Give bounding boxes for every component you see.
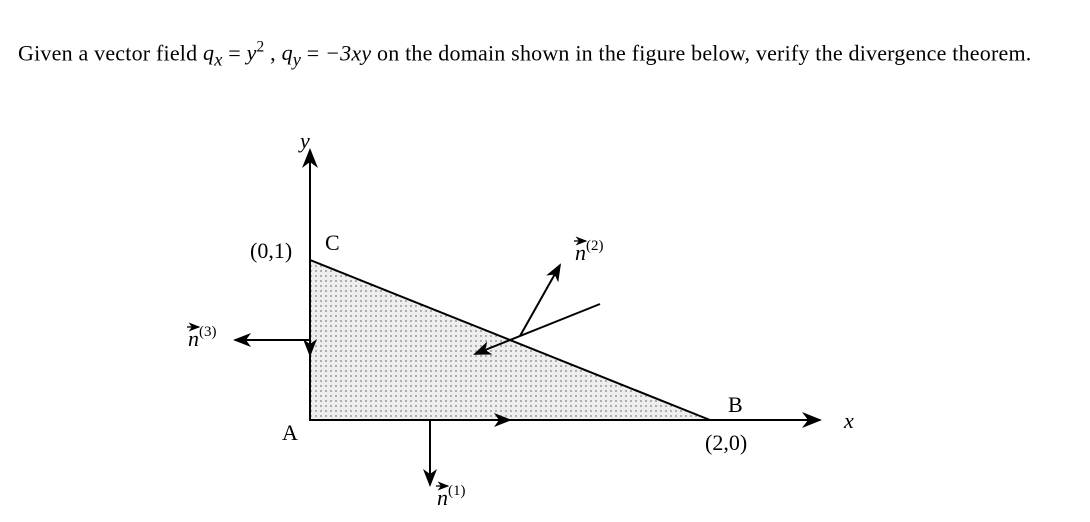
vertex-C-coord: (0,1)	[250, 238, 292, 263]
var: q	[282, 40, 293, 65]
normal-n3-label: n(3)	[187, 324, 217, 351]
var: n	[188, 326, 199, 351]
text: Given a vector field	[18, 40, 203, 65]
sub: x	[214, 50, 222, 70]
sub: y	[293, 50, 301, 70]
figure: y x A B (2,0) C (0,1) n(1) n(2) n(3)	[180, 130, 910, 510]
normal-n2-label: n(2)	[574, 238, 604, 265]
sup: (3)	[199, 324, 217, 340]
normal-n1-label: n(1)	[436, 483, 466, 510]
eq: =	[223, 40, 247, 65]
normal-n2-arrow	[520, 265, 560, 336]
sup: (1)	[448, 483, 466, 499]
sep: ,	[264, 40, 281, 65]
text: on the domain shown in the figure below,…	[371, 40, 1031, 65]
x-axis-label: x	[843, 408, 854, 433]
var: n	[437, 485, 448, 510]
math-qy: qy	[282, 40, 302, 65]
vertex-B-coord: (2,0)	[705, 430, 747, 455]
rhs2: −3xy	[325, 40, 371, 65]
math-y2: y2	[247, 40, 265, 65]
sup: (2)	[586, 238, 604, 254]
var: q	[203, 40, 214, 65]
svg-text:n(1): n(1)	[437, 483, 466, 510]
svg-text:n(3): n(3)	[188, 324, 217, 351]
eq: =	[301, 40, 325, 65]
math-qx: qx	[203, 40, 223, 65]
vertex-B-label: B	[728, 392, 743, 417]
vertex-C-label: C	[325, 230, 340, 255]
svg-text:n(2): n(2)	[575, 238, 604, 265]
y-axis-label: y	[298, 130, 310, 153]
edge-dir-hyp	[475, 304, 600, 354]
vertex-A-label: A	[282, 420, 298, 445]
problem-statement: Given a vector field qx = y2 , qy = −3xy…	[18, 36, 1072, 74]
var: n	[575, 240, 586, 265]
var: y	[247, 40, 257, 65]
